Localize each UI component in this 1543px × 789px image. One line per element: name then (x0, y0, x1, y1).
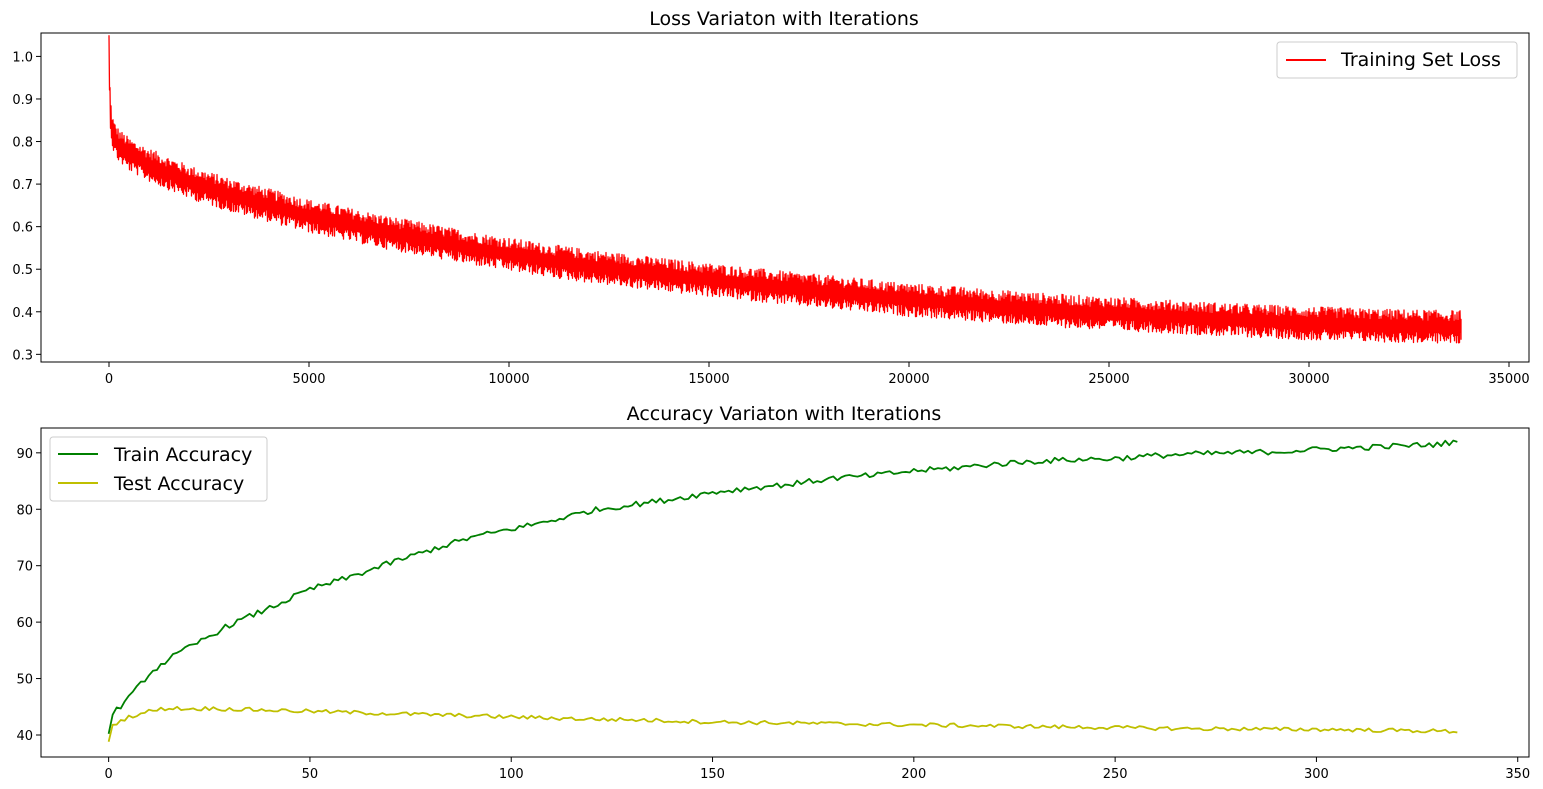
loss-series-layer (108, 35, 1462, 344)
accuracy-x-axis: 0 50 100 150 200 250 300 350 (104, 757, 1530, 782)
y-tick-label: 0.6 (12, 221, 33, 236)
x-tick-label: 50 (302, 767, 319, 782)
x-tick-label: 300 (1304, 767, 1329, 782)
x-tick-label: 15000 (688, 372, 729, 387)
loss-y-axis: 0.3 0.4 0.5 0.6 0.7 0.8 0.9 1.0 (12, 50, 41, 363)
loss-x-axis: 0 5000 10000 15000 20000 25000 30000 35000 (105, 362, 1530, 387)
series-line (108, 35, 1462, 344)
y-tick-label: 0.5 (12, 263, 33, 278)
x-tick-label: 0 (105, 372, 113, 387)
test-legend-label: Test Accuracy (113, 473, 244, 495)
y-tick-label: 0.9 (12, 93, 33, 108)
loss-chart-title: Loss Variaton with Iterations (649, 8, 919, 30)
loss-plot-frame (40, 32, 1530, 363)
x-tick-label: 250 (1103, 767, 1128, 782)
loss-legend-box (1276, 41, 1518, 79)
y-tick-label: 90 (16, 447, 33, 462)
accuracy-chart-title: Accuracy Variaton with Iterations (627, 403, 942, 425)
train-legend-label: Train Accuracy (113, 444, 252, 466)
x-tick-label: 100 (499, 767, 524, 782)
series-line (107, 705, 1458, 742)
x-tick-label: 10000 (488, 372, 529, 387)
x-tick-label: 150 (700, 767, 725, 782)
y-tick-label: 40 (16, 729, 33, 744)
y-tick-label: 0.3 (12, 348, 33, 363)
accuracy-chart: Accuracy Variaton with Iterations 0 50 100… (16, 403, 1530, 782)
x-tick-label: 5000 (292, 372, 325, 387)
accuracy-series-layer (107, 439, 1458, 742)
y-tick-label: 0.4 (12, 306, 33, 321)
y-tick-label: 1.0 (12, 50, 33, 65)
accuracy-plot-frame (40, 427, 1530, 758)
x-tick-label: 25000 (1088, 372, 1129, 387)
y-tick-label: 70 (16, 560, 33, 575)
x-tick-label: 0 (104, 767, 112, 782)
loss-chart: Loss Variaton with Iterations 0 5000 10000… (12, 8, 1529, 387)
y-tick-label: 0.7 (12, 178, 33, 193)
y-tick-label: 0.8 (12, 136, 33, 151)
loss-legend-label: Training Set Loss (1340, 49, 1501, 71)
accuracy-y-axis: 40 50 60 70 80 90 (16, 447, 41, 744)
accuracy-legend-box (49, 436, 268, 502)
loss-legend: Training Set Loss (1276, 41, 1518, 79)
accuracy-legend: Train Accuracy Test Accuracy (49, 436, 268, 502)
x-tick-label: 350 (1505, 767, 1530, 782)
x-tick-label: 30000 (1288, 372, 1329, 387)
y-tick-label: 80 (16, 503, 33, 518)
x-tick-label: 35000 (1488, 372, 1529, 387)
y-tick-label: 60 (16, 616, 33, 631)
series-line (107, 439, 1458, 735)
y-tick-label: 50 (16, 673, 33, 688)
x-tick-label: 200 (901, 767, 926, 782)
x-tick-label: 20000 (888, 372, 929, 387)
